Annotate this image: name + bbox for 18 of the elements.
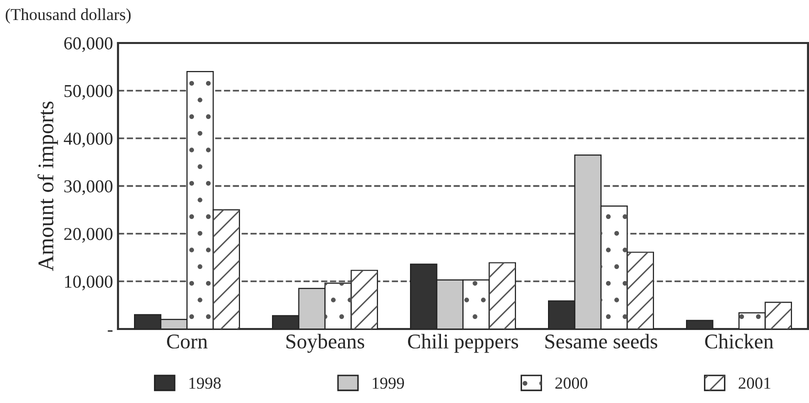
y-tick-label: 30,000 [64, 180, 112, 196]
y-tick-label: 10,000 [65, 276, 112, 290]
y-tick-label: - [108, 330, 112, 332]
y-axis-title: Amount of imports [38, 102, 58, 271]
x-tick-label: Corn [167, 334, 208, 349]
x-tick-label: Soybeans [286, 334, 364, 353]
legend-label: 1998 [189, 378, 221, 389]
text: (Thousand dollars) [6, 8, 131, 24]
y-tick-label: 20,000 [64, 228, 112, 243]
y-tick-label: 50,000 [64, 84, 112, 100]
y-tick-label: 40,000 [64, 132, 112, 148]
legend-label: 2000 [555, 378, 588, 389]
legend-label: 2001 [738, 378, 770, 389]
x-tick-label: Chili peppers [408, 334, 518, 353]
legend-label: 1999 [372, 378, 404, 389]
x-tick-label: Sesame seeds [545, 334, 658, 349]
y-tick-label: 60,000 [64, 37, 112, 52]
x-tick-label: Chicken [705, 334, 774, 349]
